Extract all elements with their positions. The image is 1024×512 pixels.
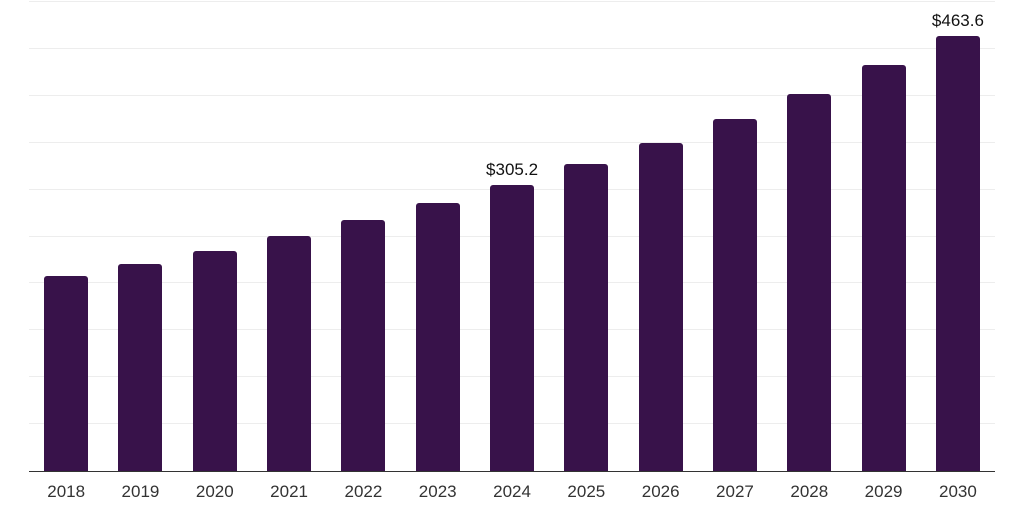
bar-2023 <box>415 203 460 471</box>
bar-2022 <box>341 219 386 471</box>
bar-slot-2019 <box>103 2 177 471</box>
x-tick-2026: 2026 <box>641 482 680 501</box>
bar-slot-2030: $463.6 <box>921 2 995 471</box>
bar-slot-2024: $305.2 <box>475 2 549 471</box>
bar-2024 <box>490 184 535 471</box>
x-tick-2018: 2018 <box>47 482 86 501</box>
bar-slot-2022 <box>326 2 400 471</box>
x-tick-2028: 2028 <box>790 482 829 501</box>
bar-2021 <box>267 235 312 471</box>
x-tick-2024: 2024 <box>493 482 531 501</box>
plot-area: $305.2 $463.6 <box>29 1 995 472</box>
data-label-2024: $305.2 <box>486 159 539 179</box>
gridline-400 <box>29 94 995 96</box>
x-tick-2029: 2029 <box>864 482 903 501</box>
bar-2019 <box>118 264 163 471</box>
bar-slot-2026 <box>624 2 698 471</box>
bar-slot-2020 <box>178 2 252 471</box>
bar-slot-2029 <box>846 2 920 471</box>
gridline-350 <box>29 141 995 143</box>
x-tick-2021: 2021 <box>270 482 308 501</box>
x-tick-2022: 2022 <box>344 482 383 501</box>
x-tick-2027: 2027 <box>716 482 754 501</box>
bar-2026 <box>638 143 683 471</box>
x-tick-2020: 2020 <box>195 482 234 501</box>
bar-2029 <box>861 65 906 471</box>
bar-slot-2021 <box>252 2 326 471</box>
x-tick-2025: 2025 <box>567 482 606 501</box>
bar-2018 <box>44 276 89 471</box>
gridline-500 <box>29 1 995 2</box>
x-tick-2030: 2030 <box>938 482 977 501</box>
bar-2020 <box>192 250 237 471</box>
bars-container: $305.2 $463.6 <box>29 2 995 471</box>
bar-slot-2028 <box>772 2 846 471</box>
bar-slot-2027 <box>698 2 772 471</box>
bar-slot-2023 <box>401 2 475 471</box>
bar-2028 <box>787 93 832 471</box>
data-label-2030: $463.6 <box>931 11 984 31</box>
bar-2027 <box>712 119 757 471</box>
bar-slot-2025 <box>549 2 623 471</box>
bar-2030 <box>935 36 980 471</box>
x-tick-2019: 2019 <box>121 482 160 501</box>
bar-slot-2018 <box>29 2 103 471</box>
gridline-450 <box>29 47 995 49</box>
x-tick-2023: 2023 <box>418 482 457 501</box>
x-axis-labels: 2018 2019 2020 2021 2022 2023 2024 2025 2026 2027… <box>29 482 995 502</box>
bar-2025 <box>564 163 609 471</box>
